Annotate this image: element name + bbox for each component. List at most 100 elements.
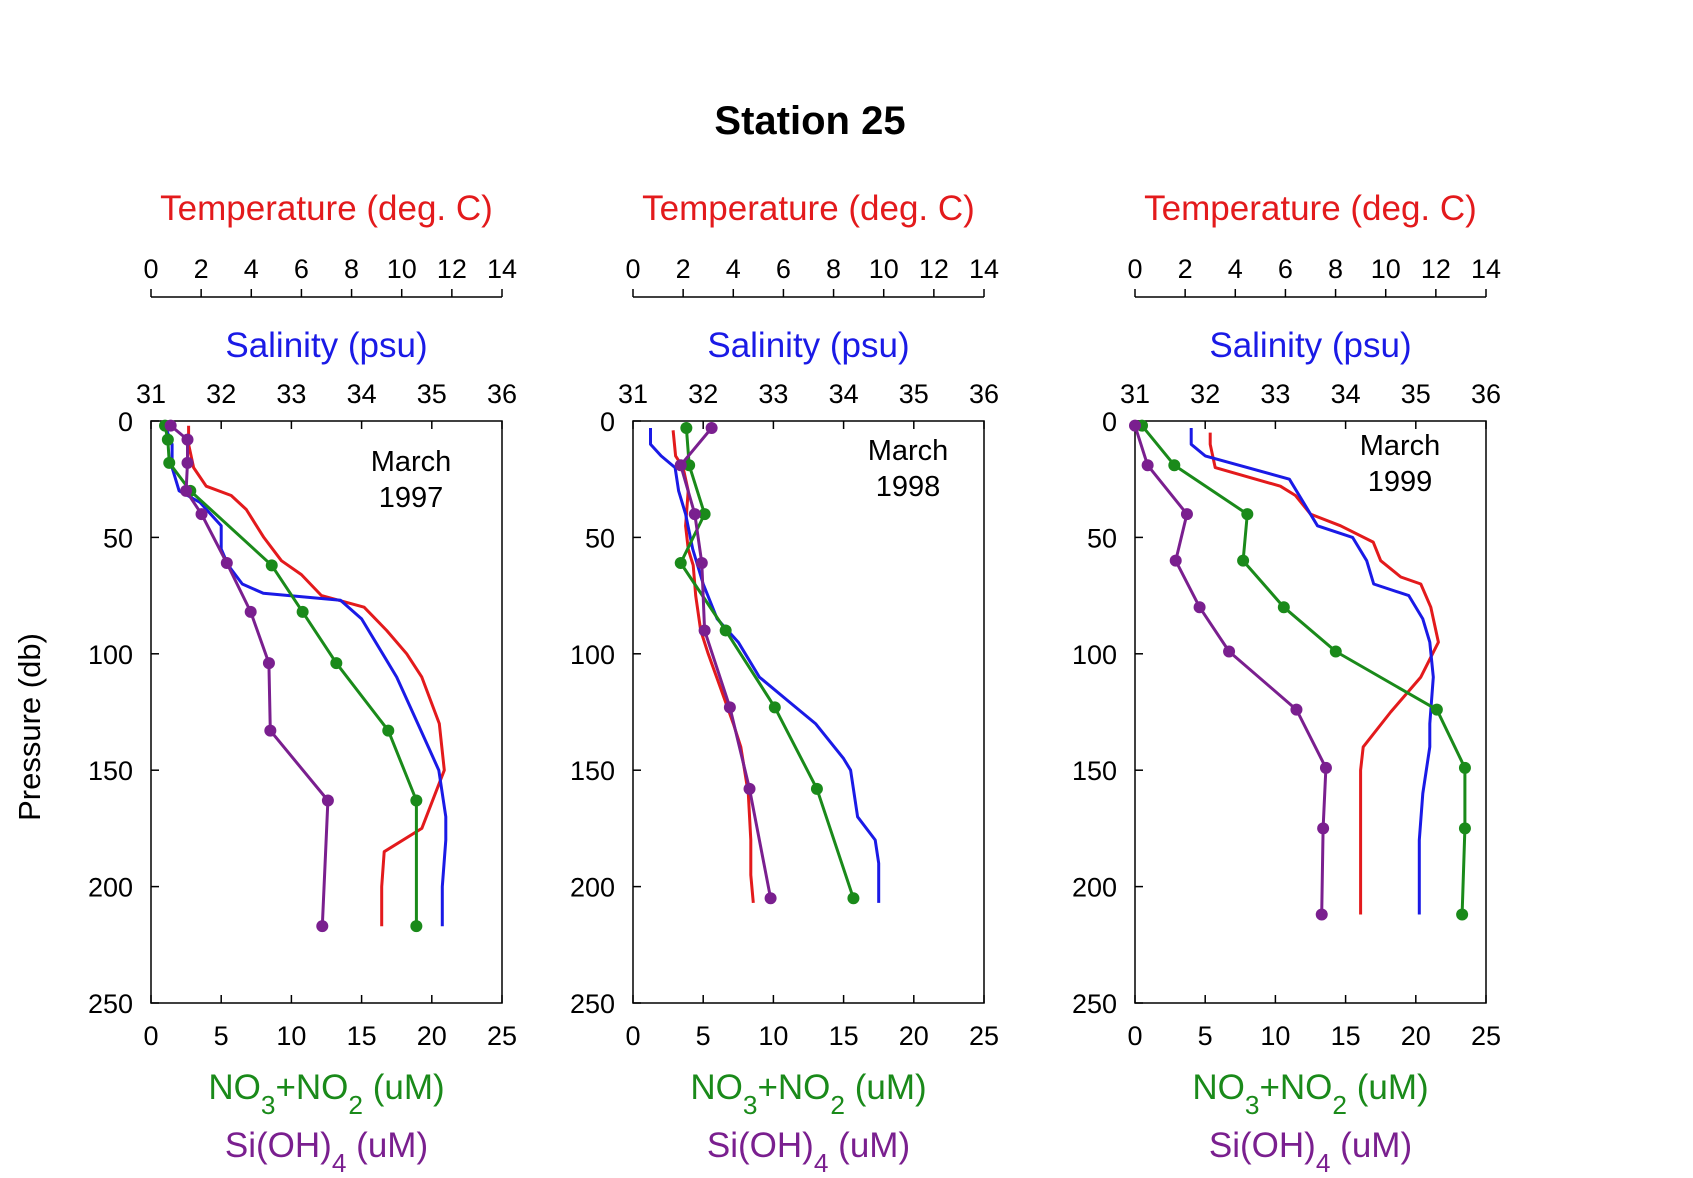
salinity-tick-label: 34 [829, 379, 859, 409]
silicate-series-line [679, 427, 773, 899]
nitrate-data-point [163, 456, 176, 469]
plot-frame [1134, 420, 1487, 1004]
label-part: 4 [332, 1148, 347, 1178]
pressure-tick-label: 0 [118, 407, 133, 437]
salinity-tick-label: 33 [1260, 379, 1290, 409]
pressure-tick-label: 50 [103, 523, 133, 553]
silicate-data-point [723, 701, 736, 714]
nitrate-data-point [410, 794, 423, 807]
pressure-tick-label: 0 [600, 407, 615, 437]
nutrient-tick-label: 10 [276, 1021, 306, 1051]
salinity-tick-label: 36 [1471, 379, 1501, 409]
nitrate-data-point [674, 557, 687, 570]
temperature-tick-label: 0 [1127, 254, 1142, 284]
nutrient-tick-label: 20 [1401, 1021, 1431, 1051]
silicate-data-point [1319, 761, 1332, 774]
temperature-tick-label: 14 [969, 254, 999, 284]
pressure-tick-label: 100 [88, 640, 133, 670]
temperature-tick-label: 6 [776, 254, 791, 284]
silicate-series-line [169, 424, 330, 927]
salinity-tick-label: 34 [347, 379, 377, 409]
nitrate-data-point [1456, 908, 1469, 921]
label-part: 3 [743, 1090, 758, 1120]
silicate-data-point [262, 657, 275, 670]
nitrate-data-point [683, 459, 696, 472]
nitrate-axis-title: NO3+NO2 (uM) [690, 1068, 926, 1120]
temperature-axis-title: Temperature (deg. C) [1144, 189, 1477, 228]
silicate-data-point [688, 508, 701, 521]
silicate-axis-title: Si(OH)4 (uM) [707, 1126, 910, 1178]
silicate-data-point [674, 459, 687, 472]
pressure-tick-label: 200 [88, 873, 133, 903]
salinity-axis-title: Salinity (psu) [225, 326, 427, 365]
pressure-tick-label: 150 [88, 756, 133, 786]
silicate-series-line [1133, 425, 1328, 915]
nitrate-data-point [1237, 554, 1250, 567]
temperature-tick-label: 12 [437, 254, 467, 284]
silicate-data-point [1290, 703, 1303, 716]
temperature-tick-label: 2 [194, 254, 209, 284]
silicate-data-point [764, 892, 777, 905]
label-part: (uM) [845, 1068, 927, 1107]
nutrient-tick-label: 5 [214, 1021, 229, 1051]
nitrate-data-point [296, 605, 309, 618]
silicate-data-point [181, 433, 194, 446]
nitrate-data-point [698, 508, 711, 521]
label-part: 3 [261, 1090, 276, 1120]
nitrate-data-point [810, 782, 823, 795]
silicate-data-point [1141, 459, 1154, 472]
nitrate-data-point [1277, 601, 1290, 614]
temperature-tick-label: 2 [1178, 254, 1193, 284]
silicate-data-point [195, 508, 208, 521]
nitrate-data-point [847, 892, 860, 905]
silicate-data-point [1315, 908, 1328, 921]
pressure-tick-label: 100 [1072, 640, 1117, 670]
nitrate-data-point [1168, 459, 1181, 472]
label-part: (uM) [346, 1126, 428, 1165]
salinity-tick-label: 31 [136, 379, 166, 409]
plot-frame [632, 420, 985, 1004]
label-part: Si(OH) [225, 1126, 332, 1165]
nitrate-data-point [1241, 508, 1254, 521]
nutrient-tick-label: 15 [1331, 1021, 1361, 1051]
salinity-tick-label: 35 [1401, 379, 1431, 409]
temperature-tick-label: 8 [826, 254, 841, 284]
chart-title: Station 25 [714, 99, 905, 143]
pressure-tick-label: 250 [570, 989, 615, 1019]
silicate-data-point [321, 794, 334, 807]
nutrient-tick-label: 20 [417, 1021, 447, 1051]
label-part: Si(OH) [1209, 1126, 1316, 1165]
nitrate-series-line [679, 427, 855, 899]
salinity-tick-label: 32 [206, 379, 236, 409]
salinity-tick-label: 31 [618, 379, 648, 409]
nutrient-tick-label: 0 [1127, 1021, 1142, 1051]
annotation-year: 1999 [1368, 466, 1433, 498]
temperature-axis-title: Temperature (deg. C) [642, 189, 975, 228]
nutrient-tick-label: 15 [829, 1021, 859, 1051]
salinity-tick-label: 34 [1331, 379, 1361, 409]
silicate-data-point [743, 782, 756, 795]
nutrient-tick-label: 5 [1198, 1021, 1213, 1051]
nitrate-series-line [1140, 424, 1467, 915]
pressure-tick-label: 200 [570, 873, 615, 903]
annotation-year: 1997 [379, 482, 444, 514]
salinity-series-line [1189, 428, 1435, 915]
silicate-data-point [316, 920, 329, 933]
nutrient-tick-label: 5 [696, 1021, 711, 1051]
label-part: 3 [1245, 1090, 1260, 1120]
label-part: 2 [348, 1090, 363, 1120]
label-part: NO [208, 1068, 261, 1107]
label-part: 2 [1332, 1090, 1347, 1120]
temperature-tick-label: 10 [1371, 254, 1401, 284]
label-part: (uM) [1330, 1126, 1412, 1165]
temperature-tick-label: 4 [1228, 254, 1243, 284]
temperature-tick-label: 8 [1328, 254, 1343, 284]
nutrient-tick-label: 25 [1471, 1021, 1501, 1051]
pressure-tick-label: 250 [88, 989, 133, 1019]
nitrate-data-point [1430, 703, 1443, 716]
annotation-month: March [868, 435, 949, 467]
silicate-data-point [1193, 601, 1206, 614]
temperature-axis-title: Temperature (deg. C) [160, 189, 493, 228]
nutrient-tick-label: 10 [758, 1021, 788, 1051]
